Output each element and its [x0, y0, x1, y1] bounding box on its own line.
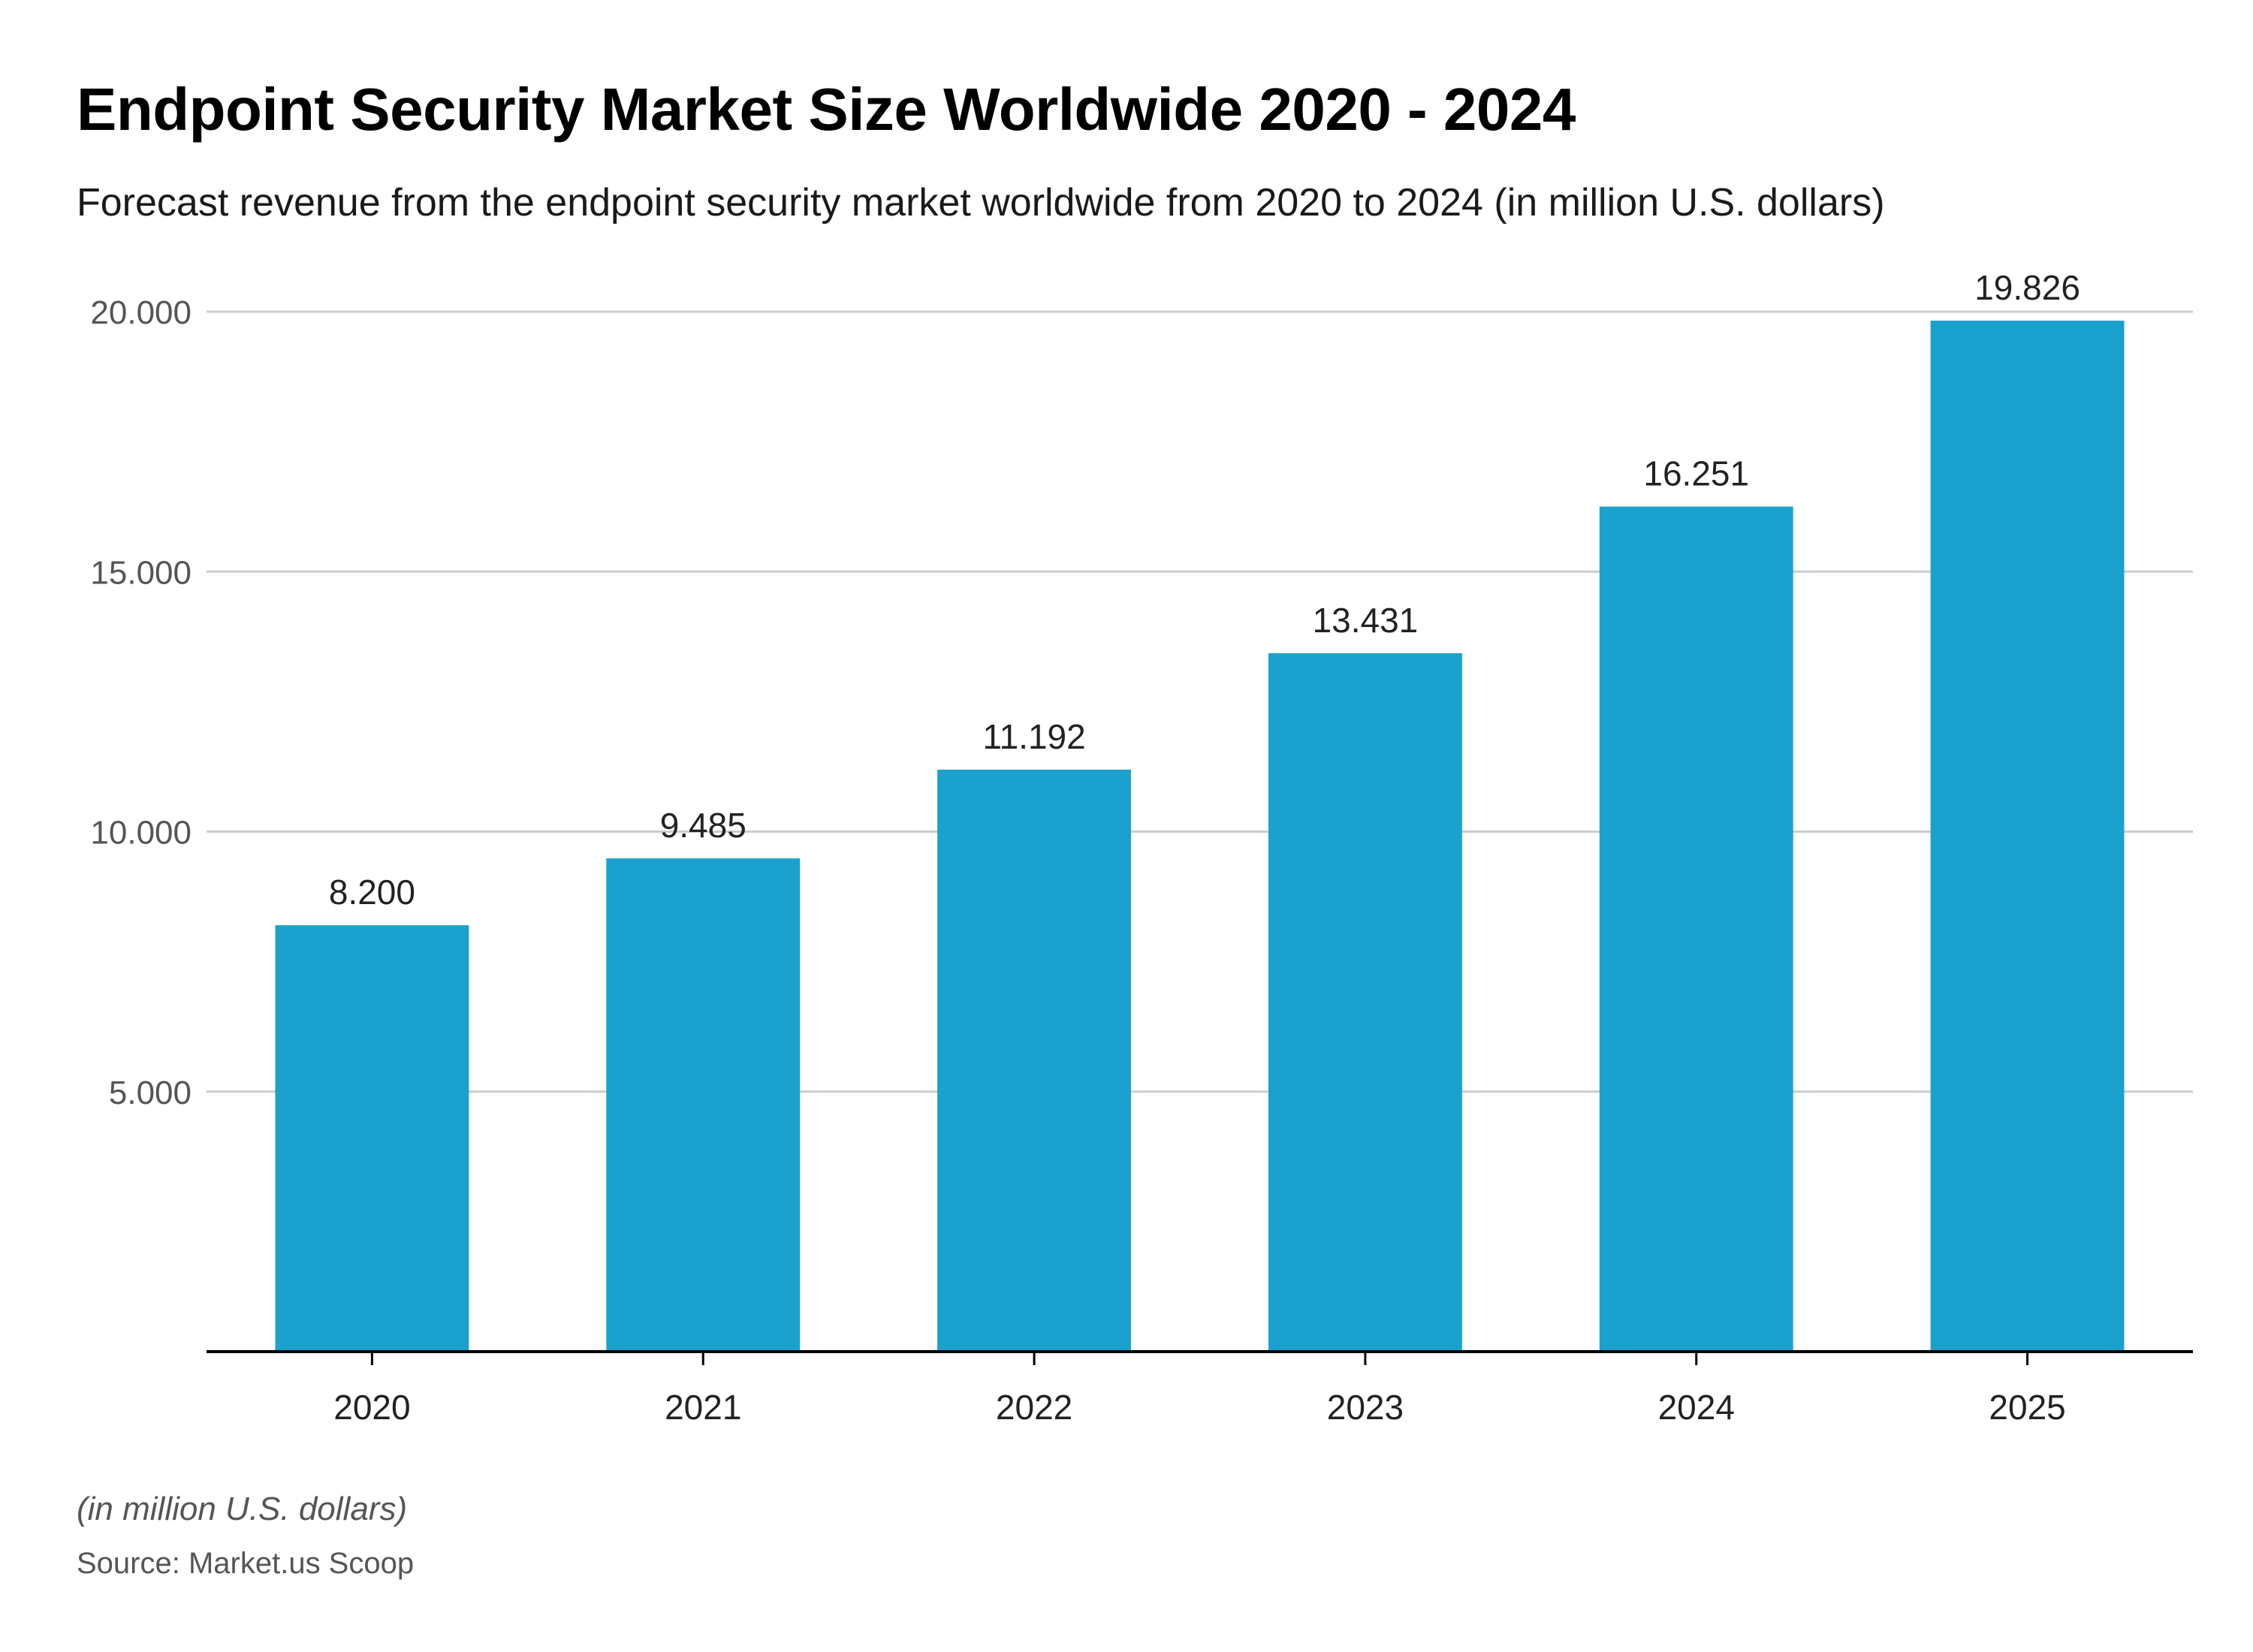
y-tick-label: 10.000: [90, 815, 192, 852]
y-tick-label: 20.000: [90, 294, 192, 331]
x-tick-label-2021: 2021: [665, 1388, 741, 1427]
y-tick-label: 5.000: [109, 1075, 192, 1111]
x-tick-label-2022: 2022: [996, 1388, 1072, 1427]
bar-2025: [1930, 321, 2125, 1352]
bar-2023: [1268, 653, 1462, 1352]
y-tick-label: 15.000: [90, 554, 192, 591]
labels: 5.000 10.000 15.000 20.000 8.200 2020 9.485 202…: [90, 268, 2080, 1427]
gridlines: [207, 310, 2193, 1365]
x-tick-label-2025: 2025: [1989, 1388, 2065, 1427]
data-label-2024: 16.251: [1643, 454, 1749, 493]
data-label-2022: 11.192: [982, 717, 1085, 756]
x-tick-label-2020: 2020: [333, 1388, 410, 1427]
bar-2022: [937, 769, 1132, 1352]
data-label-2025: 19.826: [1974, 268, 2080, 307]
source-note: Source: Market.us Scoop: [77, 1547, 415, 1580]
unit-note: (in million U.S. dollars): [77, 1491, 408, 1527]
chart-title: Endpoint Security Market Size Worldwide …: [77, 76, 1576, 143]
x-tick-label-2024: 2024: [1658, 1388, 1735, 1427]
data-label-2021: 9.485: [660, 806, 746, 845]
bar-2024: [1599, 506, 1793, 1352]
data-label-2020: 8.200: [329, 873, 415, 912]
data-label-2023: 13.431: [1313, 601, 1419, 640]
bar-2020: [275, 925, 469, 1352]
chart-subtitle: Forecast revenue from the endpoint secur…: [77, 181, 1885, 225]
bars: [275, 321, 2125, 1352]
x-tick-label-2023: 2023: [1327, 1388, 1404, 1427]
bar-2021: [606, 858, 801, 1352]
